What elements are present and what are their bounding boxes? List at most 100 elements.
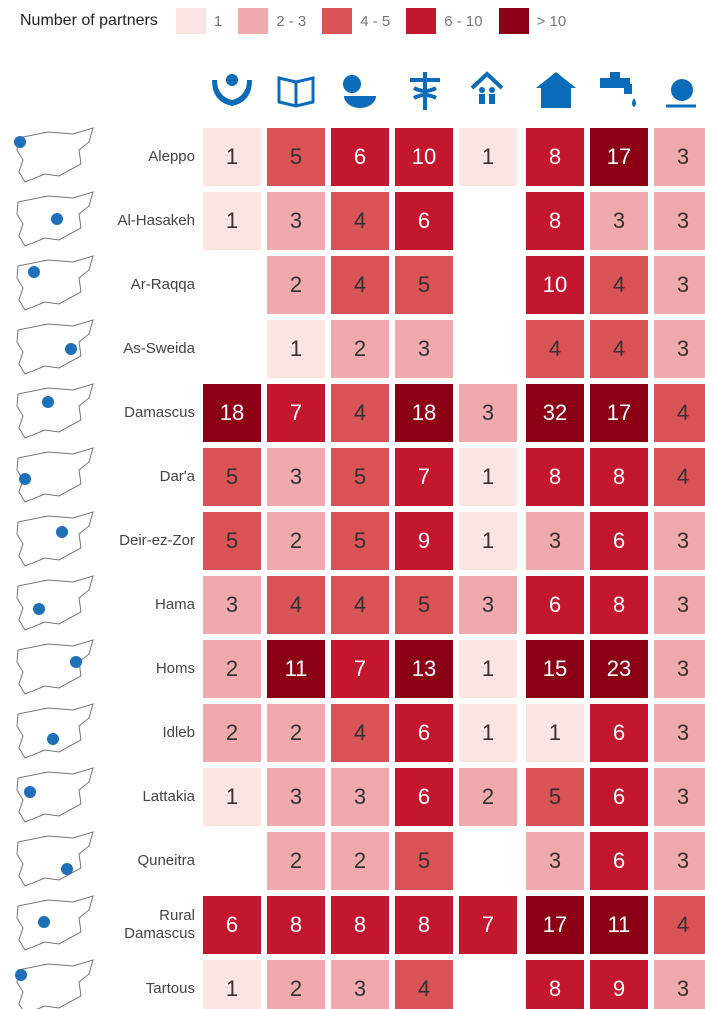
cell bbox=[526, 320, 584, 378]
legend-swatch bbox=[406, 8, 437, 34]
cell-label: 5 bbox=[418, 848, 430, 873]
cell-label: 1 bbox=[226, 976, 238, 1001]
cell-label: 3 bbox=[549, 848, 561, 873]
cell-label: 3 bbox=[290, 208, 302, 233]
cell-label: 4 bbox=[290, 592, 302, 617]
mini-map bbox=[16, 895, 94, 951]
cell bbox=[654, 512, 705, 570]
mini-map-highlight bbox=[51, 213, 63, 225]
cell-label: 5 bbox=[549, 784, 561, 809]
icon-shelter-nfi bbox=[470, 71, 504, 104]
cell-label: 11 bbox=[608, 912, 631, 937]
legend-label: 1 bbox=[213, 12, 223, 30]
cell bbox=[459, 576, 517, 634]
cell-label: 10 bbox=[412, 144, 436, 169]
cell bbox=[395, 320, 453, 378]
legend-swatch bbox=[175, 8, 206, 34]
mini-map-highlight bbox=[24, 786, 36, 798]
cell-label: 3 bbox=[354, 976, 366, 1001]
cell-label: 6 bbox=[226, 912, 238, 937]
cell bbox=[654, 832, 705, 890]
legend-swatch bbox=[238, 8, 269, 34]
cell-label: 3 bbox=[677, 656, 689, 681]
cell bbox=[459, 896, 517, 954]
cell bbox=[267, 192, 325, 250]
cell bbox=[203, 384, 261, 442]
cell bbox=[203, 128, 261, 186]
cell-label: 3 bbox=[290, 784, 302, 809]
cell-label: 2 bbox=[354, 848, 366, 873]
cell-label: 1 bbox=[482, 464, 494, 489]
cell bbox=[526, 512, 584, 570]
cell bbox=[331, 768, 389, 826]
cell-label: 5 bbox=[354, 528, 366, 553]
cell bbox=[331, 576, 389, 634]
cell bbox=[395, 192, 453, 250]
cell bbox=[654, 960, 705, 1009]
legend-item: 1 bbox=[175, 8, 223, 34]
cell-label: 3 bbox=[677, 784, 689, 809]
cell bbox=[395, 896, 453, 954]
cell bbox=[590, 192, 648, 250]
icon-food bbox=[343, 75, 376, 108]
mini-map bbox=[16, 959, 94, 1009]
cell bbox=[331, 640, 389, 698]
legend-title: Number of partners bbox=[20, 12, 158, 29]
cell bbox=[267, 320, 325, 378]
cell bbox=[654, 896, 705, 954]
cell bbox=[395, 768, 453, 826]
cell bbox=[526, 576, 584, 634]
cell-label: 4 bbox=[354, 720, 366, 745]
cell bbox=[526, 448, 584, 506]
legend-item: 4 - 5 bbox=[322, 8, 390, 34]
legend-item: 2 - 3 bbox=[238, 8, 306, 34]
cell-label: 3 bbox=[677, 528, 689, 553]
cell bbox=[203, 704, 261, 762]
cell bbox=[203, 576, 261, 634]
cell bbox=[590, 640, 648, 698]
cell bbox=[267, 576, 325, 634]
mini-map-highlight bbox=[42, 396, 54, 408]
cell-label: 2 bbox=[290, 528, 302, 553]
cell bbox=[395, 384, 453, 442]
cell bbox=[654, 256, 705, 314]
cell-label: 5 bbox=[226, 464, 238, 489]
cell bbox=[203, 448, 261, 506]
cell-label: 2 bbox=[290, 720, 302, 745]
cell bbox=[331, 448, 389, 506]
cell-label: 1 bbox=[549, 720, 561, 745]
icon-health bbox=[410, 72, 440, 110]
cell bbox=[526, 640, 584, 698]
cell-label: 3 bbox=[677, 976, 689, 1001]
cell-label: 1 bbox=[226, 208, 238, 233]
cell-label: 3 bbox=[482, 400, 494, 425]
cell bbox=[590, 896, 648, 954]
cell bbox=[654, 192, 705, 250]
cell bbox=[331, 960, 389, 1009]
cell bbox=[331, 128, 389, 186]
row-label: Ar-Raqqa bbox=[130, 276, 195, 293]
cell bbox=[654, 128, 705, 186]
cell-label: 23 bbox=[607, 656, 631, 681]
cell-label: 2 bbox=[482, 784, 494, 809]
cell-label: 3 bbox=[549, 528, 561, 553]
cell bbox=[331, 896, 389, 954]
mini-map bbox=[16, 767, 94, 823]
cell bbox=[526, 768, 584, 826]
cell bbox=[654, 384, 705, 442]
mini-map bbox=[16, 127, 94, 183]
cell-label: 3 bbox=[677, 848, 689, 873]
mini-map bbox=[16, 255, 94, 311]
cell bbox=[654, 704, 705, 762]
cell-label: 3 bbox=[677, 592, 689, 617]
cell bbox=[331, 256, 389, 314]
legend-label: 4 - 5 bbox=[360, 12, 391, 30]
cell bbox=[526, 704, 584, 762]
cell-label: 8 bbox=[549, 976, 561, 1001]
cell-label: 2 bbox=[226, 656, 238, 681]
cell-label: 15 bbox=[543, 656, 567, 681]
icon-wash bbox=[600, 72, 636, 107]
cell-label: 2 bbox=[354, 336, 366, 361]
cell-label: 4 bbox=[677, 912, 689, 937]
